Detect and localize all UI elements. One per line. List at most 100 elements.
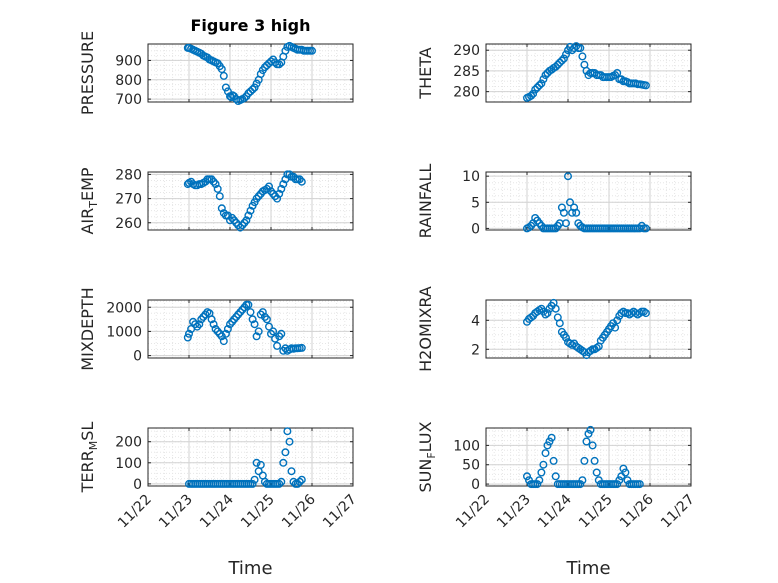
tick-marks <box>147 44 354 102</box>
tick-marks <box>485 172 692 230</box>
data-point <box>551 62 560 71</box>
data-point <box>256 460 265 469</box>
axes-box <box>147 43 354 103</box>
y-tick-label: 285 <box>453 64 480 80</box>
data-point <box>238 305 247 314</box>
data-point <box>275 60 284 69</box>
data-point <box>252 332 261 341</box>
data-point <box>553 60 562 69</box>
data-point <box>576 44 585 53</box>
data-point <box>183 333 192 342</box>
data-point <box>621 468 630 477</box>
data-point <box>555 58 564 67</box>
data-point <box>617 75 626 84</box>
tick-marks <box>485 428 692 486</box>
data-point <box>195 320 204 329</box>
y-tick-label: 260 <box>115 216 142 232</box>
data-point <box>578 476 587 485</box>
data-point <box>219 71 228 80</box>
axes-box <box>485 171 692 231</box>
x-tick-label: 11/26 <box>617 491 657 531</box>
data-point <box>250 83 259 92</box>
data-point <box>295 477 304 486</box>
data-point <box>566 198 575 207</box>
data-point <box>551 472 560 481</box>
y-tick-label: 100 <box>115 456 142 472</box>
data-series <box>183 300 306 355</box>
data-point <box>234 310 243 319</box>
data-point <box>193 322 202 331</box>
y-tick-label: 4 <box>471 313 480 329</box>
x-tick-label: 11/25 <box>238 492 278 532</box>
data-point <box>559 208 568 217</box>
data-point <box>527 91 536 100</box>
y-axis-label: AIRTEMP <box>78 167 100 234</box>
data-point <box>275 479 284 488</box>
data-series <box>523 298 650 360</box>
y-tick-label: 10 <box>462 169 480 185</box>
x-tick-label: 11/27 <box>658 492 698 532</box>
y-tick-label: 270 <box>115 192 142 208</box>
data-point <box>578 52 587 61</box>
data-point <box>211 180 220 189</box>
data-point <box>559 54 568 63</box>
x-tick-label: 11/22 <box>453 492 493 532</box>
data-point <box>523 472 532 481</box>
data-series <box>184 427 306 488</box>
data-point <box>613 480 622 489</box>
data-series <box>523 42 650 102</box>
subplot-4: 0 5 10 RAINFALL <box>416 164 692 238</box>
data-point <box>541 449 550 458</box>
data-series <box>183 170 306 232</box>
data-point <box>615 476 624 485</box>
data-point <box>580 456 589 465</box>
data-point <box>273 341 282 350</box>
data-point <box>211 325 220 334</box>
x-tick-label: 11/23 <box>156 492 196 532</box>
y-tick-label: 800 <box>115 73 142 89</box>
data-series <box>183 41 317 105</box>
data-point <box>308 46 317 55</box>
axes-box <box>147 299 354 359</box>
data-point <box>611 71 620 80</box>
y-tick-label: 280 <box>115 167 142 183</box>
data-point <box>582 437 591 446</box>
data-point <box>267 329 276 338</box>
subplot-7: 0 100 200 TERRMSL 11/22 11/23 11/24 11/25 11/26 1… <box>78 422 360 579</box>
data-point <box>240 94 249 103</box>
y-tick-label: 1000 <box>106 324 142 340</box>
y-tick-label: 5 <box>471 195 480 211</box>
data-point <box>271 334 280 343</box>
x-tick-label: 11/22 <box>115 492 155 532</box>
data-point <box>215 192 224 201</box>
data-point <box>576 480 585 489</box>
y-tick-label: 200 <box>115 435 142 451</box>
subplot-2: 280 285 290 THETA <box>416 42 692 103</box>
data-point <box>225 320 234 329</box>
y-tick-label: 0 <box>471 477 480 493</box>
data-point <box>562 50 571 59</box>
data-point <box>254 192 263 201</box>
data-point <box>525 223 534 232</box>
data-point <box>217 332 226 341</box>
y-axis-label: SUNFLUX <box>416 421 438 492</box>
data-point <box>281 46 290 55</box>
data-point <box>277 329 286 338</box>
data-point <box>242 216 251 225</box>
data-point <box>537 79 546 88</box>
data-point <box>555 319 564 328</box>
data-point <box>230 315 239 324</box>
subplot-8: 0 50 100 SUNFLUX 11/22 11/23 11/24 11/25 11/26 11… <box>416 421 698 579</box>
data-point <box>265 182 274 191</box>
data-point <box>262 184 271 193</box>
data-point <box>535 476 544 485</box>
data-point <box>223 211 232 220</box>
data-point <box>223 87 232 96</box>
data-point <box>539 460 548 469</box>
data-point <box>641 81 650 90</box>
data-point <box>531 85 540 94</box>
data-point <box>275 189 284 198</box>
data-point <box>641 309 650 318</box>
minor-grid <box>148 428 353 486</box>
subplot-3: 260 270 280 AIRTEMP <box>78 167 354 235</box>
